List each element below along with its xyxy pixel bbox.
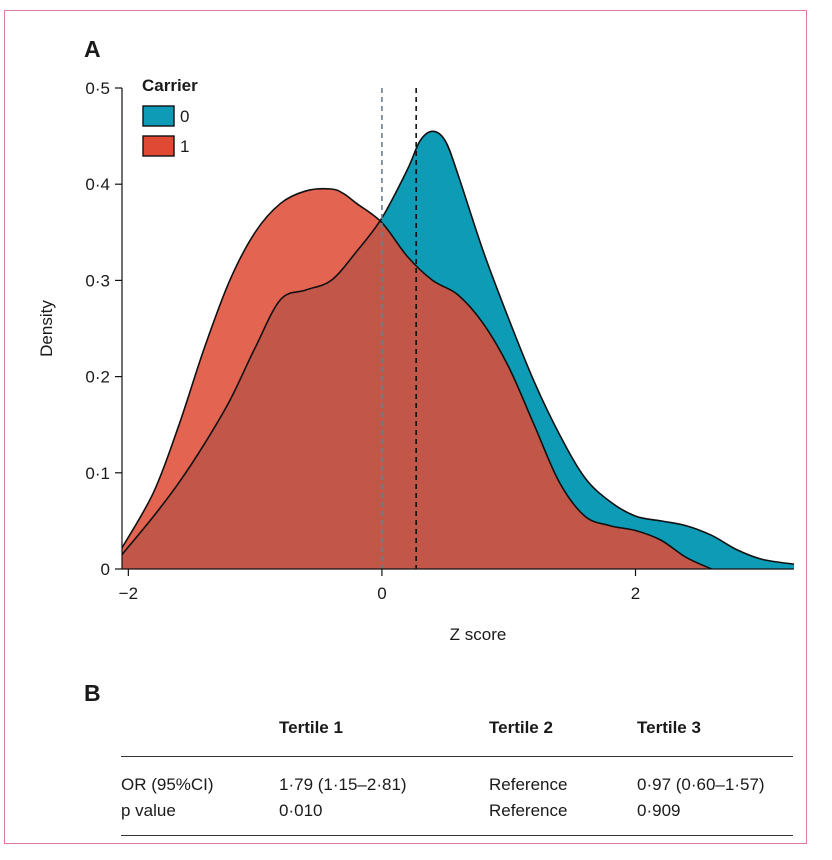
density-curve-carrier-0 — [121, 130, 795, 565]
y-tick-label: 0·5 — [85, 79, 110, 98]
density-chart: −2 0 2 0 0·1 0·2 0·3 0·4 0·5 Z score Density Carrie… — [37, 76, 795, 644]
table-cell: 0·97 (0·60–1·57) — [637, 775, 765, 794]
table-cell: Reference — [489, 775, 568, 794]
figure-frame — [4, 10, 807, 844]
y-axis-title: Density — [37, 300, 56, 357]
panel-b-label: B — [84, 680, 101, 706]
table-cell: 0·909 — [637, 801, 681, 820]
y-tick-label: 0 — [101, 560, 110, 579]
legend-swatch-carrier-0 — [142, 105, 175, 127]
x-tick-label: −2 — [119, 584, 138, 603]
table-cell: 0·010 — [279, 801, 323, 820]
legend-label-carrier-0: 0 — [180, 107, 189, 126]
table-row: OR (95%CI) 1·79 (1·15–2·81) Reference 0·… — [121, 775, 793, 801]
table-header-cell: Tertile 3 — [637, 718, 701, 737]
y-tick-label: 0·2 — [85, 368, 110, 387]
odds-ratio-table: Tertile 1 Tertile 2 Tertile 3 OR (95%CI)… — [121, 718, 793, 836]
table-header-cell: Tertile 2 — [489, 718, 553, 737]
table-cell: p value — [121, 801, 176, 820]
table-cell: Reference — [489, 801, 568, 820]
panel-a-label: A — [84, 36, 101, 62]
table-header-row: Tertile 1 Tertile 2 Tertile 3 — [121, 718, 793, 757]
y-tick-label: 0·3 — [85, 271, 110, 290]
table-header-cell: Tertile 1 — [279, 718, 343, 737]
legend-title: Carrier — [142, 76, 198, 95]
legend-label-carrier-1: 1 — [180, 137, 189, 156]
table-bottom-rule — [121, 835, 793, 836]
table-cell: OR (95%CI) — [121, 775, 214, 794]
legend-swatch-carrier-1 — [142, 135, 175, 157]
y-tick-label: 0·1 — [85, 464, 110, 483]
density-curve-carrier-1 — [121, 187, 712, 570]
x-axis-title: Z score — [450, 625, 507, 644]
x-tick-label: 2 — [631, 584, 640, 603]
table-row: p value 0·010 Reference 0·909 — [121, 801, 793, 827]
table-cell: 1·79 (1·15–2·81) — [279, 775, 407, 794]
y-tick-label: 0·4 — [85, 175, 110, 194]
x-tick-label: 0 — [377, 584, 386, 603]
